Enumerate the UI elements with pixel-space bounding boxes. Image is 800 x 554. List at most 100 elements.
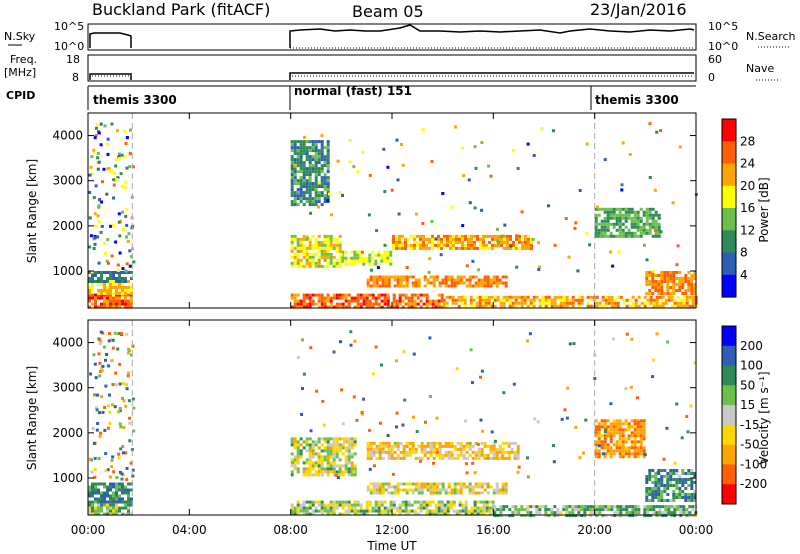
data-cell bbox=[660, 496, 664, 499]
data-cell bbox=[648, 289, 652, 292]
data-cell bbox=[103, 497, 106, 501]
data-cell bbox=[317, 470, 321, 474]
data-cell bbox=[603, 455, 607, 459]
data-cell bbox=[628, 514, 632, 518]
scatter-cell bbox=[98, 198, 102, 202]
data-cell bbox=[393, 275, 397, 279]
data-cell bbox=[320, 473, 324, 477]
scatter-cell bbox=[107, 339, 111, 343]
data-cell bbox=[338, 503, 342, 507]
colorbar-tick-label: 16 bbox=[740, 201, 755, 215]
data-cell bbox=[660, 481, 664, 484]
data-cell bbox=[429, 488, 433, 492]
data-cell bbox=[432, 456, 436, 460]
data-cell bbox=[419, 305, 423, 309]
data-cell bbox=[434, 512, 438, 516]
data-cell bbox=[513, 450, 517, 454]
data-cell bbox=[299, 161, 303, 165]
data-cell bbox=[651, 216, 655, 220]
data-cell bbox=[100, 293, 103, 297]
data-cell bbox=[574, 298, 578, 302]
scatter-cell bbox=[645, 258, 649, 262]
data-cell bbox=[293, 296, 297, 300]
data-cell bbox=[508, 298, 512, 302]
data-cell bbox=[480, 447, 484, 451]
data-cell bbox=[682, 511, 686, 515]
data-cell bbox=[684, 274, 688, 277]
colorbar-swatch bbox=[722, 274, 736, 298]
data-cell bbox=[314, 500, 318, 504]
data-cell bbox=[410, 296, 414, 300]
data-cell bbox=[603, 222, 607, 226]
data-cell bbox=[335, 237, 339, 241]
data-cell bbox=[666, 499, 670, 502]
data-cell bbox=[380, 293, 384, 297]
data-cell bbox=[514, 304, 518, 308]
data-cell bbox=[317, 467, 321, 471]
scatter-cell bbox=[602, 452, 606, 456]
data-cell bbox=[396, 284, 400, 288]
data-cell bbox=[118, 271, 121, 274]
data-cell bbox=[365, 259, 369, 263]
data-cell bbox=[359, 296, 363, 300]
data-cell bbox=[414, 456, 418, 460]
data-cell bbox=[445, 295, 449, 299]
data-cell bbox=[609, 422, 613, 426]
data-cell bbox=[658, 511, 662, 515]
data-cell bbox=[374, 500, 378, 504]
data-cell bbox=[323, 509, 327, 513]
data-cell bbox=[444, 441, 448, 445]
data-cell bbox=[296, 446, 300, 450]
data-cell bbox=[317, 194, 321, 198]
scatter-cell bbox=[341, 422, 345, 426]
data-cell bbox=[356, 250, 360, 254]
data-cell bbox=[383, 299, 387, 303]
data-cell bbox=[308, 185, 312, 189]
scatter-cell bbox=[110, 122, 114, 126]
data-cell bbox=[420, 447, 424, 451]
data-cell bbox=[630, 443, 634, 447]
data-cell bbox=[375, 491, 379, 495]
data-cell bbox=[296, 161, 300, 165]
data-cell bbox=[639, 449, 643, 453]
data-cell bbox=[606, 222, 610, 226]
scatter-cell bbox=[655, 332, 659, 336]
data-cell bbox=[381, 485, 385, 489]
data-cell bbox=[681, 280, 685, 283]
data-cell bbox=[630, 234, 634, 238]
data-cell bbox=[305, 512, 309, 516]
data-cell bbox=[512, 243, 515, 247]
data-cell bbox=[634, 298, 638, 302]
data-cell bbox=[458, 234, 461, 238]
data-cell bbox=[413, 512, 417, 516]
data-cell bbox=[434, 305, 438, 309]
data-cell bbox=[308, 455, 312, 459]
data-cell bbox=[423, 450, 427, 454]
data-cell bbox=[468, 444, 472, 448]
data-cell bbox=[311, 188, 315, 192]
scatter-cell bbox=[108, 332, 112, 335]
data-cell bbox=[350, 259, 354, 263]
data-cell bbox=[109, 271, 112, 274]
scatter-cell bbox=[120, 184, 124, 188]
data-cell bbox=[453, 491, 457, 495]
data-cell bbox=[504, 450, 508, 454]
data-cell bbox=[124, 277, 127, 280]
data-cell bbox=[314, 188, 318, 192]
data-cell bbox=[613, 514, 617, 518]
data-cell bbox=[112, 302, 115, 306]
scatter-cell bbox=[119, 172, 123, 176]
data-cell bbox=[518, 240, 521, 244]
data-cell bbox=[335, 296, 339, 300]
data-cell bbox=[502, 508, 506, 512]
scatter-cell bbox=[99, 122, 103, 126]
data-cell bbox=[428, 237, 431, 241]
data-cell bbox=[657, 469, 661, 472]
data-cell bbox=[609, 452, 613, 456]
data-cell bbox=[308, 437, 312, 441]
data-cell bbox=[432, 488, 436, 492]
data-cell bbox=[347, 506, 351, 510]
data-cell bbox=[642, 446, 646, 450]
data-cell bbox=[293, 440, 297, 444]
data-cell bbox=[431, 237, 434, 241]
